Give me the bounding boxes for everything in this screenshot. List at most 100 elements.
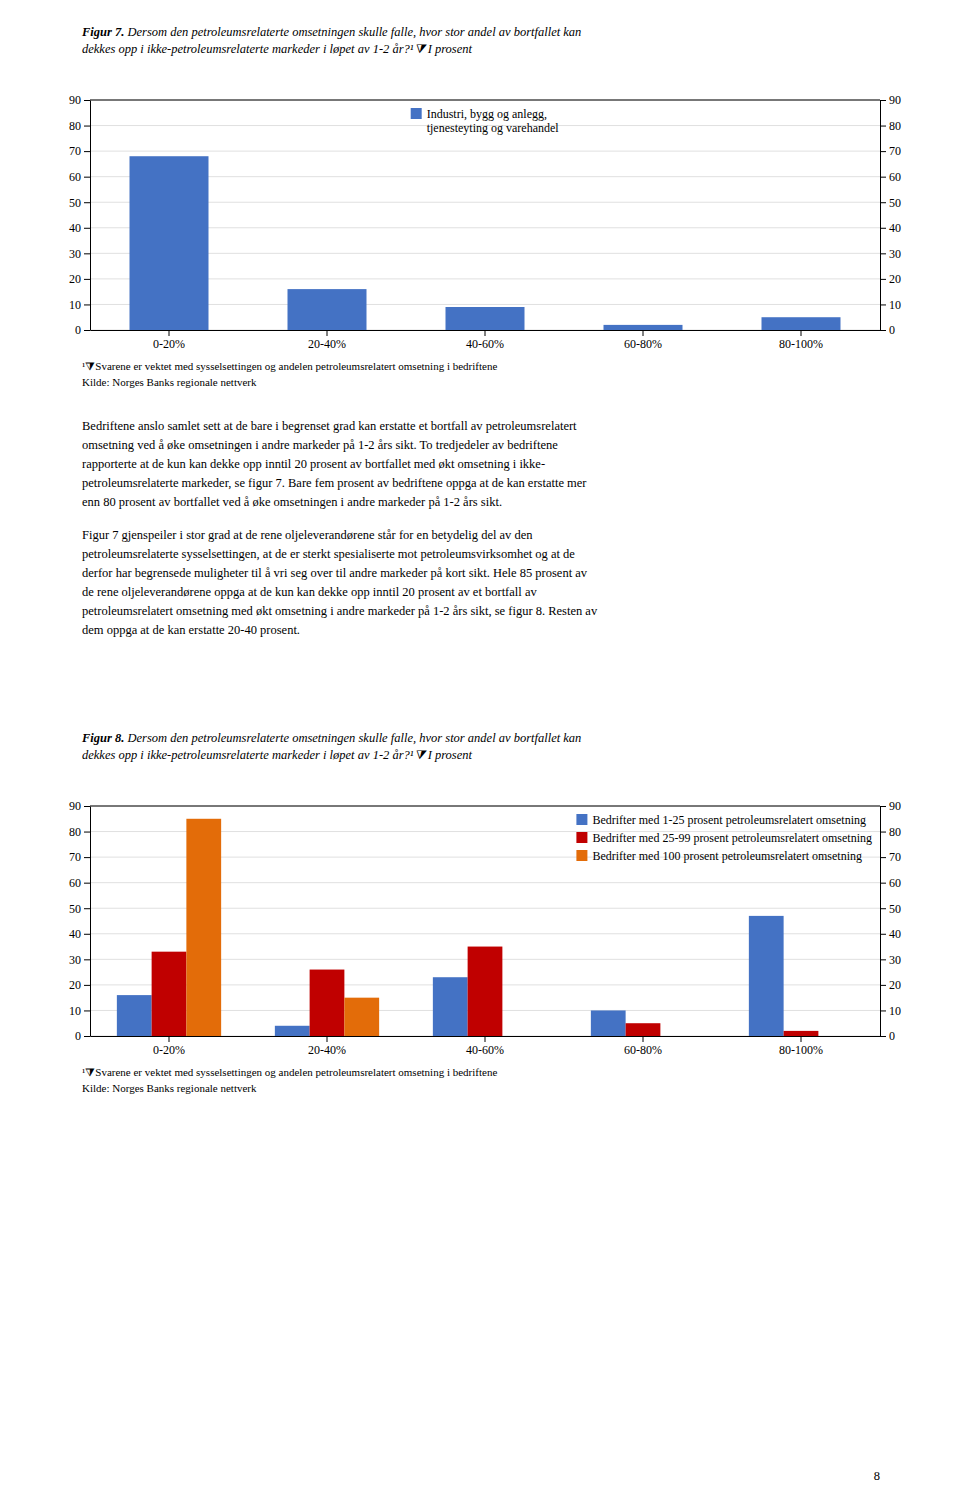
y-tick: 60	[69, 876, 90, 890]
y-tick: 30	[69, 953, 90, 967]
y2-tick: 50	[880, 196, 901, 210]
y-tick-label: 80	[69, 119, 81, 133]
y-tick-label: 30	[69, 247, 81, 261]
y2-tick: 40	[880, 221, 901, 235]
legend: Industri, bygg og anlegg,tjenesteyting o…	[411, 107, 560, 135]
body-line: petroleumsrelatert omsetning med økt oms…	[82, 604, 598, 618]
y-tick: 20	[69, 272, 90, 286]
bar	[502, 1036, 537, 1037]
x-tick: 60-80%	[624, 330, 662, 351]
x-axis: 0-20%20-40%40-60%60-80%80-100%	[91, 1036, 881, 1057]
y-tick-label: 40	[69, 221, 81, 235]
y2-tick-label: 80	[889, 825, 901, 839]
y-tick-label: 30	[69, 953, 81, 967]
y-tick-label: 70	[69, 850, 81, 864]
y2-tick: 20	[880, 978, 901, 992]
y2-tick-mark	[880, 883, 886, 884]
bar	[591, 1010, 626, 1036]
y-tick-label: 90	[69, 93, 81, 107]
y2-tick: 40	[880, 927, 901, 941]
y2-tick-mark	[880, 126, 886, 127]
y-tick-mark	[84, 126, 90, 127]
y2-tick-label: 90	[889, 93, 901, 107]
legend-label-line: tjenesteyting og varehandel	[427, 121, 560, 135]
bar	[660, 1036, 695, 1037]
y2-tick: 70	[880, 850, 901, 864]
x-tick: 0-20%	[153, 330, 185, 351]
y2-tick-mark	[880, 330, 886, 331]
bar	[288, 289, 367, 330]
x-tick-label: 80-100%	[779, 337, 823, 351]
annotations: ¹⧩Svarene er vektet med sysselsettingen …	[82, 360, 497, 388]
y2-tick: 90	[880, 799, 901, 813]
y-tick-label: 20	[69, 272, 81, 286]
y-tick-mark	[84, 985, 90, 986]
x-tick-label: 40-60%	[466, 337, 504, 351]
y2-tick: 30	[880, 247, 901, 261]
legend-label: Bedrifter med 25-99 prosent petroleumsre…	[592, 831, 872, 845]
bar	[468, 947, 503, 1036]
y-tick-mark	[84, 304, 90, 305]
plot-frame-top	[90, 100, 880, 101]
y-tick: 50	[69, 196, 90, 210]
x-tick: 20-40%	[308, 1036, 346, 1057]
y-tick-mark	[84, 806, 90, 807]
grid	[90, 806, 880, 1036]
y-tick-mark	[84, 151, 90, 152]
legend-item: Bedrifter med 25-99 prosent petroleumsre…	[576, 831, 872, 845]
x-tick-mark	[643, 330, 644, 336]
chart: Figur 7. Dersom den petroleumsrelaterte …	[69, 25, 901, 388]
bar	[117, 995, 152, 1036]
legend-swatch	[576, 814, 587, 825]
y-tick-mark	[84, 100, 90, 101]
y-tick: 80	[69, 825, 90, 839]
y-axis: 0102030405060708090	[69, 799, 91, 1043]
legend-swatch	[576, 850, 587, 861]
y-tick-label: 70	[69, 144, 81, 158]
x-tick: 80-100%	[779, 1036, 823, 1057]
y2-tick-mark	[880, 1010, 886, 1011]
body-line: omsetning ved å øke omsetningen i andre …	[82, 438, 558, 452]
legend-label-line: Bedrifter med 25-99 prosent petroleumsre…	[592, 831, 872, 845]
title: Figur 8. Dersom den petroleumsrelaterte …	[81, 731, 581, 762]
x-tick-mark	[643, 1036, 644, 1042]
title-line: Figur 8. Dersom den petroleumsrelaterte …	[81, 731, 581, 745]
y-tick-mark	[84, 934, 90, 935]
x-tick-label: 0-20%	[153, 1043, 185, 1057]
x-tick-label: 20-40%	[308, 1043, 346, 1057]
bar	[152, 952, 187, 1036]
y-tick: 0	[75, 323, 90, 337]
y-tick-mark	[84, 279, 90, 280]
y2-axis: 0102030405060708090	[880, 93, 901, 337]
x-tick-mark	[485, 1036, 486, 1042]
y2-tick: 10	[880, 1004, 901, 1018]
y2-tick: 70	[880, 144, 901, 158]
y2-tick-mark	[880, 202, 886, 203]
annotation: Kilde: Norges Banks regionale nettverk	[82, 376, 257, 388]
y-tick-label: 90	[69, 799, 81, 813]
y-tick-label: 10	[69, 298, 81, 312]
y2-tick-label: 0	[889, 1029, 895, 1043]
bar	[130, 156, 209, 330]
y-tick: 40	[69, 927, 90, 941]
y-tick-mark	[84, 253, 90, 254]
grid	[90, 100, 880, 330]
y-tick-mark	[84, 908, 90, 909]
body-line: derfor har begrensede muligheter til å v…	[82, 566, 588, 580]
y2-tick-mark	[880, 228, 886, 229]
y-tick-mark	[84, 202, 90, 203]
y2-tick-mark	[880, 959, 886, 960]
body-line: Bedriftene anslo samlet sett at de bare …	[82, 419, 577, 433]
y2-tick-mark	[880, 985, 886, 986]
y2-tick: 0	[880, 1029, 895, 1043]
y-axis-line	[90, 101, 91, 331]
title-bold: Figur 7.	[81, 25, 124, 39]
x-tick-label: 20-40%	[308, 337, 346, 351]
x-tick-label: 80-100%	[779, 1043, 823, 1057]
bar	[749, 916, 784, 1036]
x-axis: 0-20% 20-40% 40-60% 60-80% 80-100%	[91, 330, 881, 351]
y2-tick: 30	[880, 953, 901, 967]
y-tick-label: 0	[75, 323, 81, 337]
y2-tick: 10	[880, 298, 901, 312]
y-tick-mark	[84, 1010, 90, 1011]
